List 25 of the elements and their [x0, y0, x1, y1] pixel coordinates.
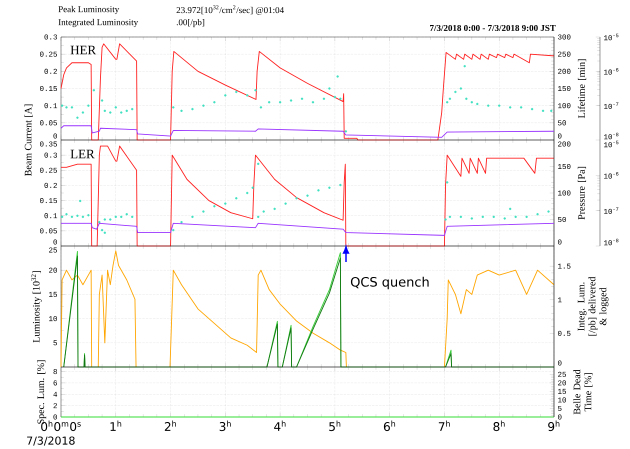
x-tick-label: 1$^{h}$ — [110, 420, 122, 431]
y-axis-title: Beam Current [A] — [24, 104, 33, 176]
x-tick-label: 3$^{h}$ — [220, 420, 231, 432]
x-tick-label: 7$^{h}$ — [438, 420, 450, 431]
text: Integrated Luminosity — [58, 18, 138, 28]
x-tick-label: 6$^{h}$ — [384, 420, 396, 432]
annotation: QCS quench — [350, 276, 429, 290]
x-tick-label: 5$^{h}$ — [329, 420, 340, 432]
x-tick-label: 4$^{h}$ — [274, 420, 286, 431]
text: Peak Luminosity — [58, 6, 120, 14]
annotation: HER — [70, 46, 96, 54]
text: 7/3/2018 0:00 - 7/3/2018 9:00 JST — [430, 24, 556, 32]
y-axis-title: Luminosity [10$^{32}$] — [31, 270, 42, 342]
text: 7/3/2018 — [27, 436, 75, 446]
x-tick-label: 9$^{h}$ — [548, 420, 560, 432]
text: 23.972[10$^{32}$/cm$^{2}$/sec] @01:04 — [176, 5, 284, 15]
annotation: LER — [70, 150, 95, 158]
text: .00[/pb] — [176, 18, 204, 28]
y2-axis-title: Lifetime [min] — [578, 59, 586, 118]
y2-axis-title: Belle Dead Time [%] — [573, 369, 593, 414]
y2-axis-title: Pressure [Pa] — [578, 166, 586, 220]
y2-axis-title: Integ. Lum. [/pb] delivered & logged — [578, 276, 608, 336]
x-tick-label: 2$^{h}$ — [164, 420, 176, 431]
x-tick-label: 8$^{h}$ — [493, 420, 505, 432]
y-axis-title: Spec. Lum. [%] — [37, 360, 46, 424]
